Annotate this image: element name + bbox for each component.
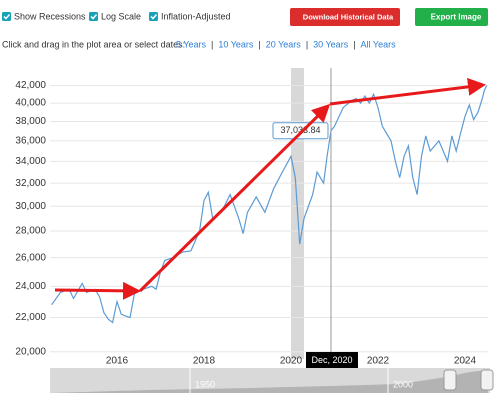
tooltip-box <box>272 122 329 140</box>
checkbox[interactable] <box>149 12 158 21</box>
checkbox[interactable] <box>2 12 11 21</box>
range-link[interactable]: 20 Years <box>266 39 302 49</box>
y-tick-label: 40,000 <box>15 98 46 109</box>
y-tick-label: 34,000 <box>15 156 46 167</box>
range-separator: | <box>211 39 213 49</box>
x-tick-label: 2022 <box>367 356 390 367</box>
y-tick-label: 30,000 <box>15 201 46 212</box>
range-link[interactable]: 5 Years <box>176 39 207 49</box>
button-label: Download Historical Data <box>303 12 394 21</box>
navigator-label: 2000 <box>393 379 413 389</box>
range-separator: | <box>306 39 308 49</box>
x-tick-label: 2024 <box>454 356 477 367</box>
range-link[interactable]: All Years <box>361 39 397 49</box>
y-tick-label: 42,000 <box>15 80 46 91</box>
checkbox-label: Show Recessions <box>14 11 86 21</box>
y-tick-label: 26,000 <box>15 252 46 263</box>
x-tick-label: 2018 <box>193 356 216 367</box>
y-tick-label: 20,000 <box>15 346 46 357</box>
checkmark <box>150 14 158 20</box>
y-tick-label: 38,000 <box>15 116 46 127</box>
crosshair-label: Dec, 2020 <box>311 355 352 365</box>
checkmark <box>90 14 98 20</box>
checkbox[interactable] <box>89 12 98 21</box>
y-tick-label: 36,000 <box>15 136 46 147</box>
download-button[interactable] <box>290 8 400 26</box>
range-link[interactable]: 10 Years <box>218 39 254 49</box>
annotation-arrows <box>54 77 486 300</box>
checkbox-label: Inflation-Adjusted <box>161 11 231 21</box>
x-tick-label: 2020 <box>280 356 303 367</box>
navigator-handle[interactable] <box>443 369 457 391</box>
date-prompt: Click and drag in the plot area or selec… <box>2 39 185 49</box>
navigator-label: 1950 <box>195 379 215 389</box>
checkbox-label: Log Scale <box>101 11 141 21</box>
tooltip-value: 37,033.84 <box>280 125 320 135</box>
y-tick-label: 28,000 <box>15 226 46 237</box>
x-tick-label: 2016 <box>106 356 129 367</box>
navigator-area <box>50 370 488 393</box>
navigator-handle[interactable] <box>480 369 494 391</box>
range-link[interactable]: 30 Years <box>313 39 349 49</box>
y-tick-label: 24,000 <box>15 281 46 292</box>
line <box>51 85 488 324</box>
button-label: Export Image <box>431 13 482 22</box>
y-tick-label: 32,000 <box>15 178 46 189</box>
range-separator: | <box>258 39 260 49</box>
y-tick-label: 22,000 <box>15 312 46 323</box>
checkmark <box>3 14 11 20</box>
export-button[interactable] <box>415 8 488 26</box>
crosshair-label-box <box>305 352 358 368</box>
range-separator: | <box>353 39 355 49</box>
